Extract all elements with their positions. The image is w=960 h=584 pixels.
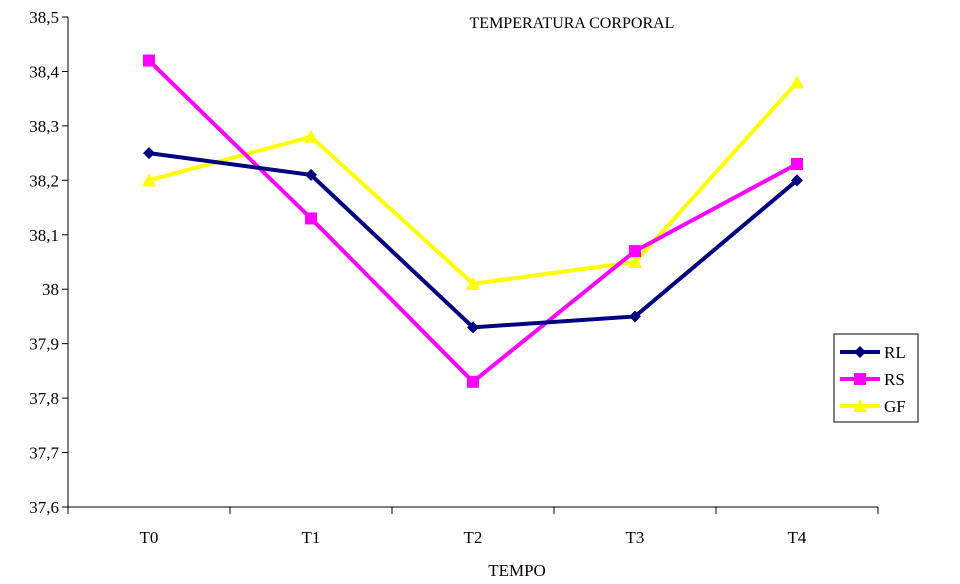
y-tick-label: 38 (42, 280, 59, 299)
series-rl (143, 147, 803, 334)
y-tick-label: 38,2 (29, 171, 59, 190)
data-point-gf (142, 173, 156, 187)
x-tick-label: T1 (302, 528, 321, 547)
y-tick-label: 38,3 (29, 117, 59, 136)
series-layer (142, 54, 804, 388)
series-rs (143, 54, 803, 388)
legend-label-rs: RS (884, 370, 905, 389)
series-line-gf (148, 80, 799, 286)
x-tick-label: T3 (626, 528, 645, 547)
data-point-rs (629, 245, 641, 258)
x-axis-label: TEMPO (488, 561, 546, 580)
y-tick-label: 37,7 (29, 444, 59, 463)
x-tick-label: T2 (464, 528, 483, 547)
series-line-rs (147, 59, 798, 385)
legend-marker-rl (854, 346, 866, 358)
y-tick-label: 38,1 (29, 226, 59, 245)
data-point-rs (305, 212, 317, 225)
y-tick-label: 37,6 (29, 498, 59, 517)
data-point-rl (305, 168, 317, 181)
data-point-gf (466, 276, 480, 290)
data-point-rl (143, 147, 155, 160)
y-tick-label: 37,9 (29, 335, 59, 354)
series-gf (142, 75, 804, 290)
legend-label-rl: RL (884, 343, 906, 362)
legend-item-gf: GF (840, 397, 906, 416)
legend-item-rl: RL (840, 343, 906, 362)
x-tick-label: T4 (788, 528, 807, 547)
y-tick-label: 37,8 (29, 389, 59, 408)
data-point-rs (791, 158, 803, 170)
data-point-rl (791, 174, 803, 187)
legend: RL RS GF (833, 333, 919, 423)
data-point-gf (790, 75, 804, 89)
data-point-rl (629, 310, 641, 323)
data-point-gf (304, 129, 318, 143)
data-point-gf (628, 255, 642, 268)
legend-item-rs: RS (840, 370, 905, 389)
x-tick-label: T0 (140, 528, 159, 547)
legend-marker-gf (853, 399, 867, 412)
data-point-rl (467, 321, 479, 334)
data-point-rs (143, 54, 155, 67)
series-line-rl (148, 151, 799, 330)
legend-marker-rs (854, 373, 866, 385)
y-tick-label: 38,4 (29, 62, 59, 81)
legend-label-gf: GF (884, 397, 906, 416)
chart-title: TEMPERATURA CORPORAL (470, 15, 675, 32)
y-tick-label: 38,5 (29, 8, 59, 27)
axes: 37,6 37,7 37,8 37,9 38 38,1 38,2 38,3 38,4 38,5 T0… (29, 8, 879, 547)
data-point-rs (467, 375, 479, 388)
